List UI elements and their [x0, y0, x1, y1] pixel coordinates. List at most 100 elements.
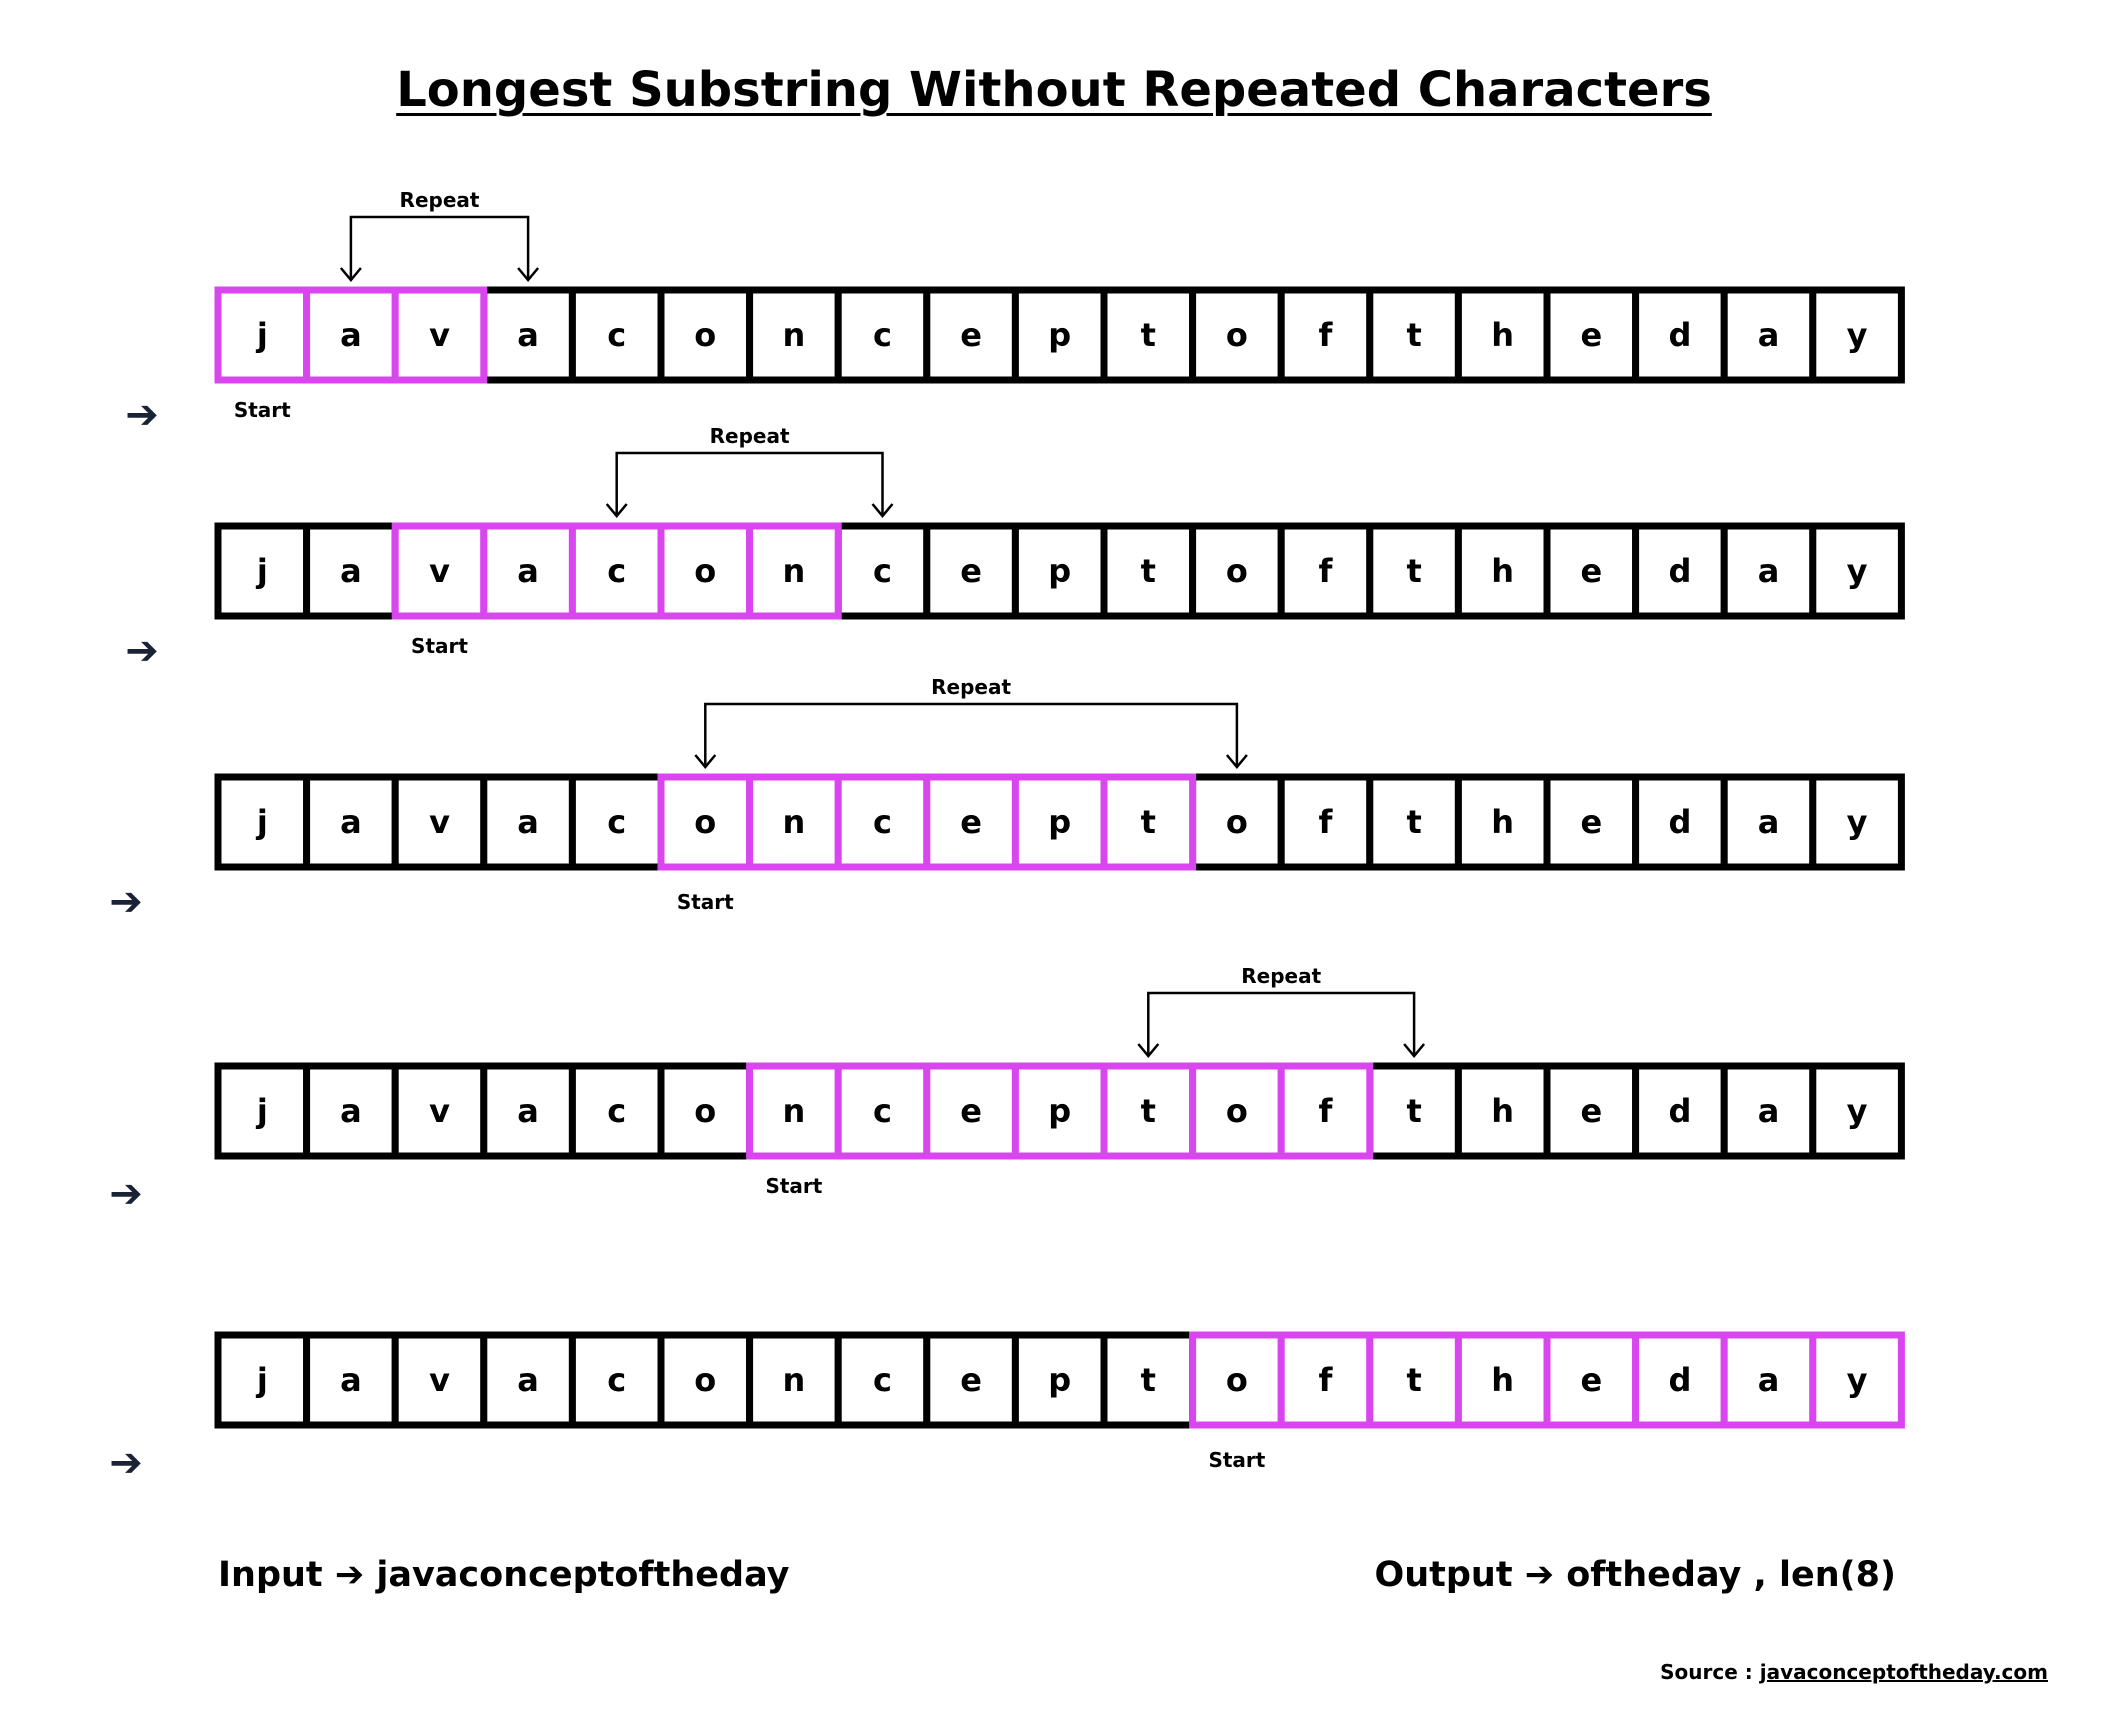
char-label: c	[607, 1361, 626, 1399]
output-label: Output	[1374, 1555, 1513, 1595]
char-label: a	[1758, 1092, 1780, 1130]
step-arrow-icon: ➔	[109, 879, 143, 925]
char-label: v	[429, 552, 450, 590]
input-value: javaconceptoftheday	[376, 1555, 790, 1595]
window-cell	[746, 522, 842, 620]
char-label: t	[1406, 552, 1421, 590]
input-label: Input	[218, 1555, 323, 1595]
char-label: p	[1048, 803, 1071, 841]
char-label: c	[873, 1361, 892, 1399]
char-label: t	[1141, 803, 1156, 841]
char-label: t	[1141, 1361, 1156, 1399]
repeat-bracket	[615, 451, 884, 516]
window-cell	[1809, 1331, 1905, 1429]
char-cell	[1100, 286, 1197, 384]
char-label: t	[1406, 1092, 1421, 1130]
char-label: a	[1758, 803, 1780, 841]
char-label: f	[1319, 1361, 1334, 1399]
char-label: t	[1406, 803, 1421, 841]
char-label: c	[607, 316, 626, 354]
char-cell	[1720, 522, 1817, 620]
start-label: Start	[677, 890, 734, 914]
char-cell	[1543, 522, 1640, 620]
char-cell	[657, 286, 754, 384]
char-label: a	[517, 316, 539, 354]
char-label: e	[960, 552, 982, 590]
char-label: h	[1491, 1361, 1514, 1399]
char-label: f	[1319, 316, 1334, 354]
char-label: c	[607, 552, 626, 590]
input-line: Input ➔ javaconceptoftheday	[218, 1555, 789, 1595]
output-arrow-icon: ➔	[1524, 1555, 1555, 1595]
char-label: e	[960, 803, 982, 841]
repeat-arrowhead	[1137, 1043, 1160, 1058]
char-label: d	[1668, 552, 1691, 590]
char-label: j	[255, 803, 268, 841]
char-label: t	[1406, 316, 1421, 354]
char-cell	[1100, 1331, 1197, 1429]
char-cell	[1454, 773, 1551, 871]
char-label: y	[1847, 803, 1868, 841]
char-cell	[1632, 286, 1728, 384]
repeat-bracket	[1147, 991, 1416, 1056]
char-label: n	[783, 552, 806, 590]
char-label: y	[1847, 1092, 1868, 1130]
char-label: o	[694, 1092, 716, 1130]
char-label: p	[1048, 316, 1071, 354]
window-cell	[923, 1062, 1019, 1160]
window-cell	[1277, 1062, 1374, 1160]
repeat-label: Repeat	[400, 188, 480, 212]
window-cell	[1543, 1331, 1640, 1429]
char-cell	[1543, 286, 1640, 384]
char-label: e	[1580, 316, 1602, 354]
repeat-arrowhead	[871, 503, 894, 518]
repeat-arrowhead	[605, 503, 628, 518]
window-cell	[214, 286, 311, 384]
char-label: o	[694, 1361, 716, 1399]
char-label: j	[255, 552, 268, 590]
char-cell	[1277, 773, 1374, 871]
char-cell	[834, 1331, 931, 1429]
char-label: d	[1668, 316, 1691, 354]
char-label: v	[429, 316, 450, 354]
char-cell	[1720, 1062, 1817, 1160]
output-line: Output ➔ oftheday , len(8)	[1374, 1555, 1896, 1595]
char-label: a	[517, 552, 539, 590]
window-cell	[1100, 1062, 1197, 1160]
char-cell	[303, 1331, 399, 1429]
source-credit: Source : javaconceptoftheday.com	[1660, 1660, 2048, 1684]
step-arrow-icon: ➔	[125, 392, 159, 438]
char-cell	[1632, 773, 1728, 871]
char-label: a	[340, 1092, 362, 1130]
char-cell	[657, 1062, 754, 1160]
char-label: n	[783, 803, 806, 841]
char-cell	[923, 522, 1019, 620]
step-arrow-icon: ➔	[109, 1171, 143, 1217]
char-label: f	[1319, 552, 1334, 590]
char-label: t	[1406, 1361, 1421, 1399]
char-cell	[1809, 522, 1905, 620]
char-label: o	[1226, 316, 1248, 354]
char-label: o	[1226, 1361, 1248, 1399]
char-label: a	[517, 1092, 539, 1130]
char-label: v	[429, 803, 450, 841]
window-cell	[1011, 773, 1108, 871]
char-label: a	[517, 1361, 539, 1399]
char-cell	[1189, 522, 1285, 620]
window-cell	[1632, 1331, 1728, 1429]
char-label: c	[873, 552, 892, 590]
char-label: e	[1580, 803, 1602, 841]
char-label: a	[340, 803, 362, 841]
source-link[interactable]: javaconceptoftheday.com	[1759, 1660, 2048, 1684]
step-arrow-icon: ➔	[125, 628, 159, 674]
repeat-label: Repeat	[710, 424, 790, 448]
window-cell	[657, 773, 754, 871]
char-label: v	[429, 1361, 450, 1399]
char-cell	[1720, 286, 1817, 384]
repeat-arrowhead	[694, 754, 717, 769]
char-label: a	[1758, 316, 1780, 354]
char-label: n	[783, 1092, 806, 1130]
char-cell	[1366, 522, 1462, 620]
char-label: o	[1226, 1092, 1248, 1130]
